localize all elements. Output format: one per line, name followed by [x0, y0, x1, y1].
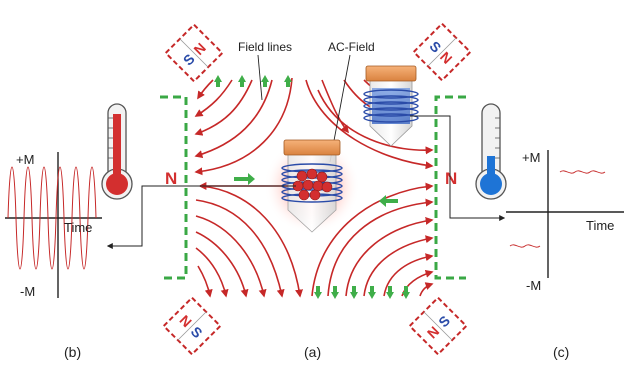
right-pole-label: N	[445, 169, 457, 188]
field-line	[311, 182, 434, 297]
green-arrow-down	[331, 286, 339, 299]
magnet-top-right: S N	[412, 22, 472, 82]
panel-b-caption: (b)	[64, 344, 81, 360]
field-line	[195, 231, 249, 298]
left-pole-label: N	[165, 169, 177, 188]
green-arrow-down	[368, 286, 376, 299]
green-arrow-right	[234, 173, 255, 185]
ac-field-label: AC-Field	[328, 40, 375, 54]
field-line	[195, 215, 267, 298]
vial-cap	[365, 65, 417, 82]
field-line	[419, 282, 434, 297]
field-line	[345, 216, 434, 297]
nanoparticles	[292, 168, 333, 201]
green-arrow-down	[350, 286, 358, 299]
cold-thermometer	[475, 103, 507, 200]
field-line	[197, 265, 213, 298]
green-arrow-down	[386, 286, 394, 299]
panel-a-caption: (a)	[304, 344, 321, 360]
panel-c-plus-m: +M	[522, 150, 540, 165]
panel-c-plot: +M -M Time	[506, 150, 624, 293]
field-line	[194, 79, 273, 158]
coil	[363, 89, 419, 123]
field-line	[194, 77, 293, 176]
green-arrows	[214, 75, 410, 299]
green-arrow-up	[238, 75, 246, 87]
connector-to-panel-c	[410, 115, 506, 221]
field-line	[199, 185, 303, 298]
cold-sample-vial	[363, 65, 419, 147]
magnet-top-left: N S	[164, 23, 224, 83]
field-lines-pointer	[257, 54, 263, 101]
field-line	[321, 79, 349, 134]
panel-b-signal	[7, 166, 97, 270]
panel-b-minus-m: -M	[20, 284, 35, 299]
green-arrow-down	[314, 286, 322, 299]
left-pole-bracket	[160, 95, 188, 280]
field-line	[195, 199, 285, 298]
panel-c-minus-m: -M	[526, 278, 541, 293]
field-line	[195, 247, 229, 298]
pole-gaps	[160, 95, 466, 280]
field-line	[194, 79, 233, 117]
field-line	[305, 79, 434, 170]
field-line	[194, 79, 253, 136]
green-arrow-up	[214, 75, 222, 87]
green-arrow-down	[402, 286, 410, 299]
panel-c-time-label: Time	[586, 218, 614, 233]
panel-b-plot: +M -M Time	[5, 152, 102, 299]
connector-to-panel-b	[106, 185, 296, 249]
field-line	[197, 79, 214, 100]
panel-c-signal-low	[509, 244, 541, 248]
green-arrow-left	[379, 195, 398, 207]
hot-thermometer	[101, 103, 133, 200]
hot-sample-vial	[264, 138, 360, 234]
magnet-bottom-left: N S	[162, 296, 222, 356]
right-pole-bracket	[434, 95, 466, 280]
panel-b-plus-m: +M	[16, 152, 34, 167]
green-arrow-up	[284, 75, 292, 87]
panel-c-caption: (c)	[553, 344, 569, 360]
magnet-bottom-right: N S	[408, 296, 468, 356]
panel-b-time-label: Time	[64, 220, 92, 235]
field-lines-group	[194, 77, 434, 298]
green-arrow-up	[261, 75, 269, 87]
field-line	[383, 253, 434, 297]
panel-c-signal-high	[559, 170, 606, 174]
field-line	[363, 235, 434, 297]
vial-cap	[283, 139, 341, 156]
field-line	[317, 89, 434, 155]
field-line	[327, 198, 434, 297]
field-lines-label: Field lines	[238, 40, 292, 54]
